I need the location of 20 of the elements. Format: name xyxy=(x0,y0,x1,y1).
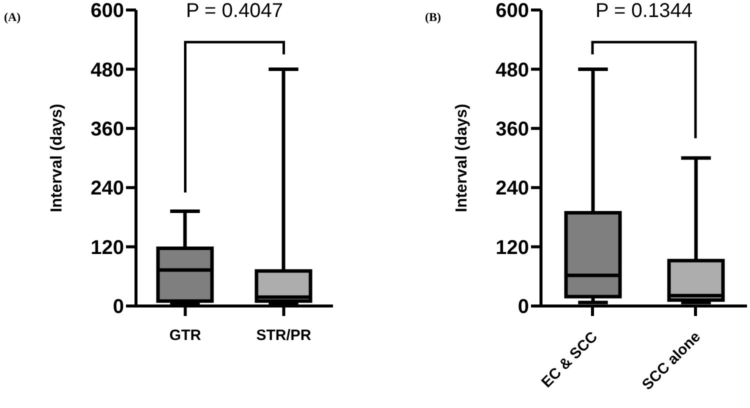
y-tick-label: 600 xyxy=(496,0,529,22)
y-axis-title: Interval (days) xyxy=(454,104,471,212)
y-tick-label: 120 xyxy=(90,236,124,259)
y-tick-label: 0 xyxy=(112,296,124,318)
y-axis-title: Interval (days) xyxy=(48,104,66,212)
y-tick-label: 360 xyxy=(90,118,124,140)
y-tick-label: 240 xyxy=(496,178,529,200)
y-tick-label: 480 xyxy=(90,59,124,82)
y-tick-label: 480 xyxy=(496,59,529,82)
annotation: P = 0.4047 xyxy=(185,0,284,23)
y-tick-label: 240 xyxy=(90,178,124,200)
x-tick-label: STR/PR xyxy=(256,327,312,344)
text: (A) xyxy=(4,10,21,25)
y-tick-label: 360 xyxy=(496,118,529,140)
text: (B) xyxy=(425,10,441,25)
annotation: P = 0.1344 xyxy=(594,0,694,23)
y-tick-label: 0 xyxy=(518,296,529,318)
x-tick-label: GTR xyxy=(169,327,202,344)
y-tick-label: 120 xyxy=(496,236,529,259)
y-tick-label: 600 xyxy=(90,0,124,22)
